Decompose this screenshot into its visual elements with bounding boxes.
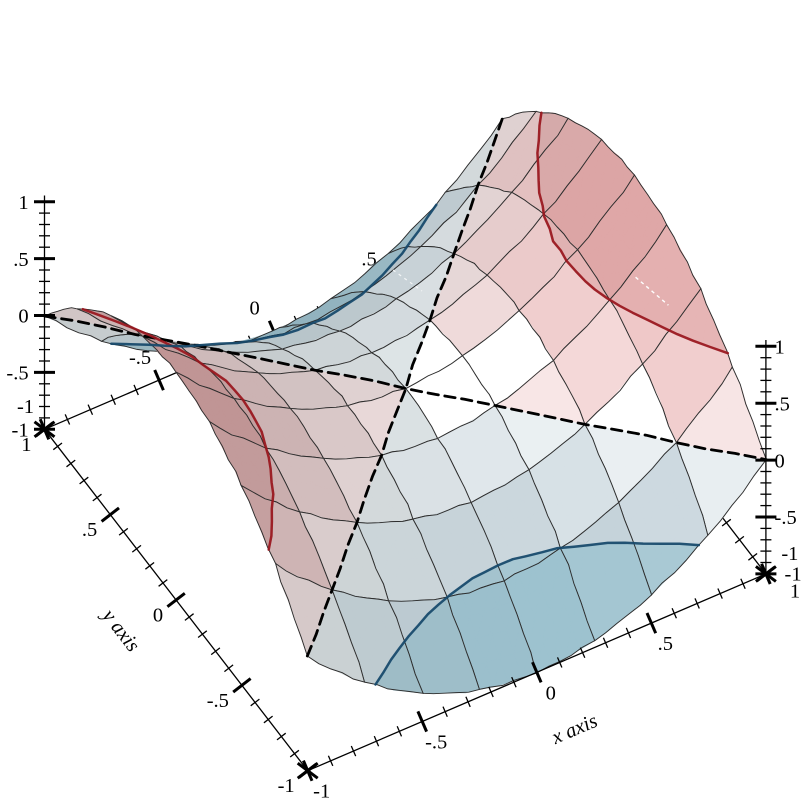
svg-text:-1: -1 bbox=[785, 563, 802, 585]
svg-text:0: 0 bbox=[775, 450, 785, 472]
svg-text:-1: -1 bbox=[12, 420, 29, 442]
svg-text:0: 0 bbox=[546, 682, 556, 704]
svg-text:0: 0 bbox=[249, 298, 259, 320]
svg-text:0: 0 bbox=[18, 306, 28, 328]
svg-text:1: 1 bbox=[775, 337, 785, 359]
svg-text:1: 1 bbox=[18, 192, 28, 214]
svg-text:.5: .5 bbox=[82, 519, 97, 541]
svg-text:.5: .5 bbox=[775, 393, 790, 415]
svg-text:-1: -1 bbox=[313, 781, 330, 803]
svg-text:1: 1 bbox=[21, 434, 31, 456]
svg-text:-.5: -.5 bbox=[129, 347, 151, 369]
svg-text:1: 1 bbox=[790, 580, 800, 602]
svg-text:-.5: -.5 bbox=[425, 732, 447, 754]
svg-text:-1: -1 bbox=[781, 543, 798, 565]
svg-text:-1: -1 bbox=[278, 775, 295, 797]
svg-text:-.5: -.5 bbox=[6, 363, 28, 385]
svg-text:.5: .5 bbox=[13, 249, 28, 271]
svg-text:.5: .5 bbox=[658, 633, 673, 655]
svg-text:-.5: -.5 bbox=[207, 690, 229, 712]
svg-text:-1: -1 bbox=[17, 396, 34, 418]
svg-text:0: 0 bbox=[153, 605, 163, 627]
svg-text:-.5: -.5 bbox=[775, 507, 797, 529]
